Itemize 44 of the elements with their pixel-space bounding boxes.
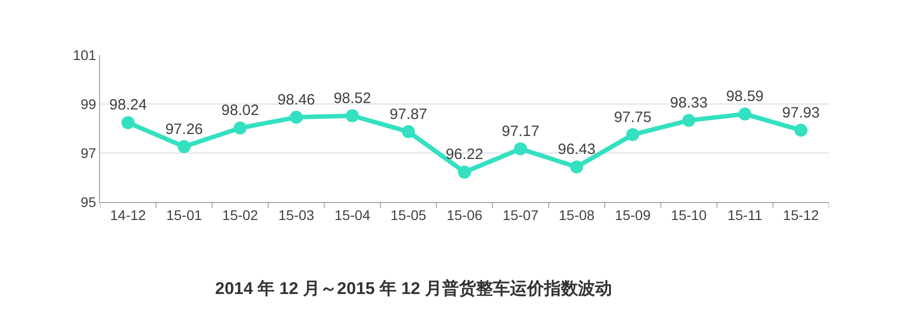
data-label: 97.75 [614, 108, 652, 126]
data-label: 96.43 [558, 141, 596, 158]
x-tick-label: 15-11 [727, 206, 762, 223]
x-tick-label: 15-10 [670, 206, 707, 223]
data-label: 97.17 [502, 122, 540, 140]
point [738, 108, 752, 121]
data-label: 98.59 [726, 88, 764, 106]
x-tick-label: 15-03 [278, 206, 314, 223]
data-label: 97.87 [390, 106, 428, 123]
x-tick-label: 15-09 [614, 206, 651, 223]
text: 2014 年 12 月～2015 年 12 月普货整车运价指数波动 [215, 278, 612, 298]
point [626, 128, 640, 142]
point [514, 142, 528, 156]
y-tick-label: 95 [80, 194, 96, 210]
point [682, 114, 696, 127]
data-label: 98.52 [334, 90, 372, 107]
x-tick-label: 15-12 [783, 206, 820, 223]
data-label: 97.93 [782, 104, 820, 122]
data-label: 98.46 [277, 91, 316, 108]
y-tick-label: 99 [80, 96, 96, 112]
point [178, 140, 191, 154]
x-tick-label: 15-07 [502, 206, 539, 223]
point [794, 124, 808, 137]
x-tick-label: 15-04 [334, 206, 370, 223]
x-tick-label: 15-02 [222, 206, 258, 223]
point [122, 116, 135, 130]
point [234, 122, 247, 135]
x-tick-label: 15-05 [390, 206, 427, 223]
y-tick-label: 101 [72, 46, 96, 63]
y-tick-label: 97 [80, 144, 96, 161]
data-label: 97.26 [165, 120, 203, 138]
point [458, 166, 471, 179]
data-label: 98.24 [109, 96, 147, 114]
x-tick-label: 15-01 [166, 206, 202, 223]
data-label: 96.22 [446, 146, 484, 164]
x-tick-label: 15-06 [446, 206, 483, 223]
point [570, 160, 584, 174]
point [402, 125, 415, 138]
point [346, 109, 359, 122]
data-label: 98.02 [221, 102, 259, 120]
point [290, 110, 303, 124]
data-label: 98.33 [670, 94, 708, 112]
x-tick-label: 15-08 [558, 206, 595, 223]
x-tick-label: 14-12 [110, 206, 146, 223]
